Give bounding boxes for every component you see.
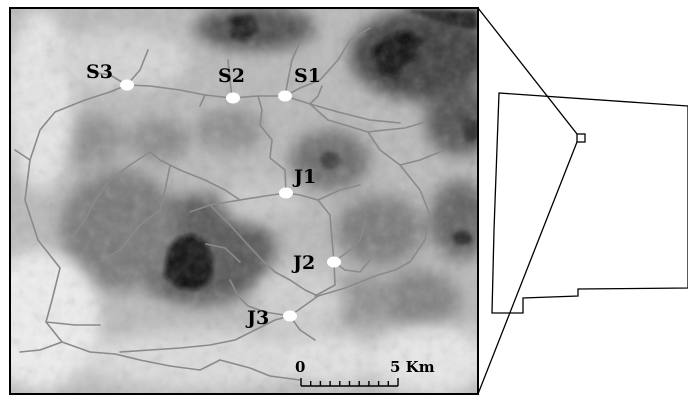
site-marker <box>120 79 134 91</box>
map-frame <box>9 7 479 395</box>
study-area-box <box>576 133 586 143</box>
site-marker <box>279 187 293 199</box>
state-outline <box>491 92 688 314</box>
site-label: J3 <box>245 307 269 329</box>
stream-network <box>14 27 446 381</box>
scale-ruler <box>300 378 399 387</box>
zoom-connector-line <box>477 141 578 395</box>
site-s3: S3 <box>86 61 134 91</box>
site-marker <box>283 310 297 322</box>
site-j2: J2 <box>291 252 341 274</box>
site-s2: S2 <box>218 65 245 104</box>
site-j3: J3 <box>245 307 297 329</box>
zoom-connector-line <box>477 7 578 135</box>
site-label: J1 <box>292 166 316 188</box>
scale-bar: 0 5 Km <box>295 358 435 387</box>
scale-end-label: 5 Km <box>390 358 435 376</box>
site-label: S2 <box>218 65 245 87</box>
site-marker <box>327 256 341 268</box>
sampling-sites: S3 S2 S1 J1 J2 J3 <box>86 61 341 329</box>
site-marker <box>278 90 292 102</box>
site-marker <box>226 92 240 104</box>
locator-map <box>477 7 688 395</box>
site-label: S1 <box>294 65 321 87</box>
site-label: S3 <box>86 61 113 83</box>
site-s1: S1 <box>278 65 321 102</box>
site-label: J2 <box>291 252 315 274</box>
shaded-relief <box>10 8 478 394</box>
site-j1: J1 <box>279 166 316 199</box>
scale-start-label: 0 <box>295 358 305 376</box>
